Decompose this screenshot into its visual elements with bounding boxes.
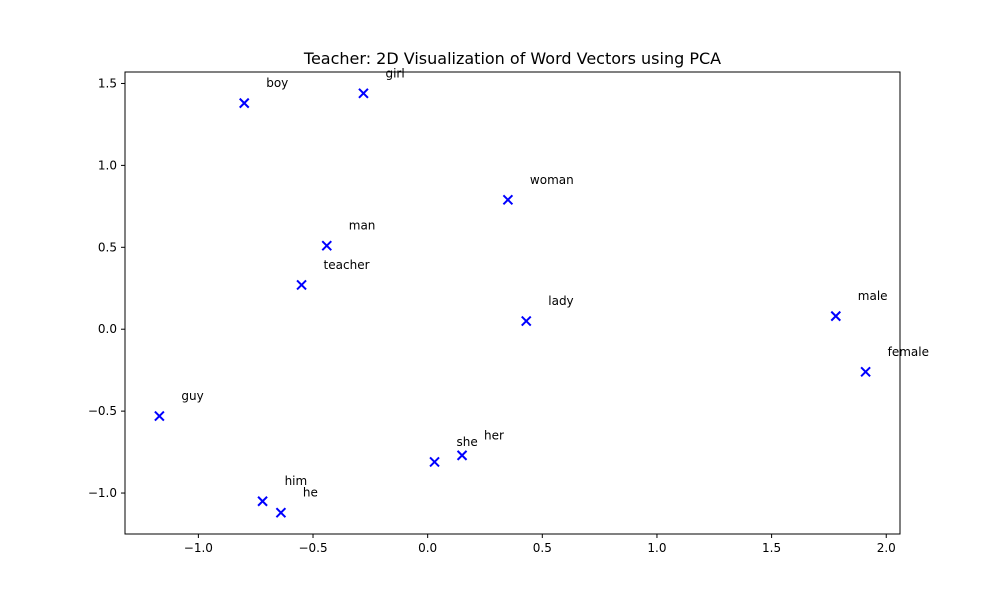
- point-label: girl: [385, 66, 404, 80]
- x-marker: [296, 279, 307, 291]
- x-tick-label: 1.0: [647, 541, 666, 555]
- x-marker: [521, 315, 532, 327]
- y-tick-label: −1.0: [88, 486, 117, 500]
- chart-title: Teacher: 2D Visualization of Word Vector…: [303, 49, 721, 68]
- y-tick-label: 1.5: [98, 76, 117, 90]
- y-tick-label: −0.5: [88, 404, 117, 418]
- x-tick-label: 2.0: [877, 541, 896, 555]
- x-marker: [358, 88, 369, 99]
- point-label: lady: [548, 294, 573, 308]
- data-points: boy girl woman man teacher lady male female guy h…: [154, 66, 929, 518]
- x-tick-label: −0.5: [298, 541, 327, 555]
- x-marker: [239, 97, 250, 109]
- point-label: male: [858, 289, 888, 303]
- x-tick-label: 0.5: [533, 541, 552, 555]
- data-point-he: he: [275, 486, 318, 518]
- data-point-female: female: [860, 345, 929, 378]
- data-point-guy: guy: [154, 389, 204, 422]
- data-point-woman: woman: [502, 173, 574, 205]
- y-axis: −1.0 −0.5 0.0 0.5 1.0 1.5: [88, 76, 125, 500]
- y-tick-label: 0.0: [98, 322, 117, 336]
- point-label: she: [457, 435, 478, 449]
- data-point-man: man: [321, 219, 376, 251]
- data-point-teacher: teacher: [296, 258, 370, 291]
- y-tick-label: 1.0: [98, 158, 117, 172]
- x-tick-label: −1.0: [184, 541, 213, 555]
- point-label: guy: [181, 389, 203, 403]
- x-marker: [321, 240, 332, 251]
- plot-area-frame: [124, 71, 901, 535]
- point-label: man: [349, 219, 376, 233]
- data-point-she: she: [429, 435, 478, 468]
- x-tick-label: 1.5: [762, 541, 781, 555]
- x-marker: [502, 194, 514, 205]
- x-marker: [429, 456, 440, 468]
- point-label: teacher: [324, 258, 370, 272]
- point-label: woman: [530, 173, 574, 187]
- x-marker: [275, 507, 287, 518]
- x-marker: [154, 410, 165, 422]
- point-label: female: [888, 345, 929, 359]
- x-tick-label: 0.0: [418, 541, 437, 555]
- x-axis: −1.0 −0.5 0.0 0.5 1.0 1.5 2.0: [184, 534, 896, 555]
- data-point-boy: boy: [239, 76, 288, 109]
- y-tick-label: 0.5: [98, 240, 117, 254]
- x-marker: [257, 496, 268, 507]
- point-label: her: [484, 428, 504, 442]
- data-point-lady: lady: [521, 294, 574, 327]
- data-point-male: male: [830, 289, 888, 322]
- x-marker: [860, 366, 871, 378]
- data-point-girl: girl: [358, 66, 405, 99]
- data-point-him: him: [257, 474, 308, 507]
- data-point-her: her: [456, 428, 504, 461]
- x-marker: [456, 450, 468, 461]
- point-label: he: [303, 486, 318, 500]
- point-label: him: [285, 474, 308, 488]
- x-marker: [830, 310, 842, 322]
- point-label: boy: [266, 76, 288, 90]
